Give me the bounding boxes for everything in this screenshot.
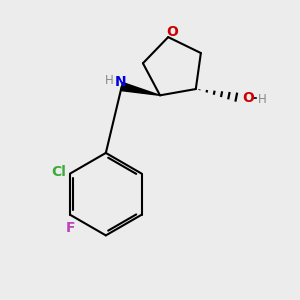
Text: N: N — [114, 75, 126, 89]
Text: H: H — [105, 74, 114, 86]
Text: O: O — [166, 25, 178, 39]
Text: O: O — [242, 91, 254, 105]
Polygon shape — [121, 82, 160, 95]
Text: Cl: Cl — [51, 165, 66, 179]
Text: F: F — [65, 221, 75, 235]
Text: H: H — [258, 93, 267, 106]
